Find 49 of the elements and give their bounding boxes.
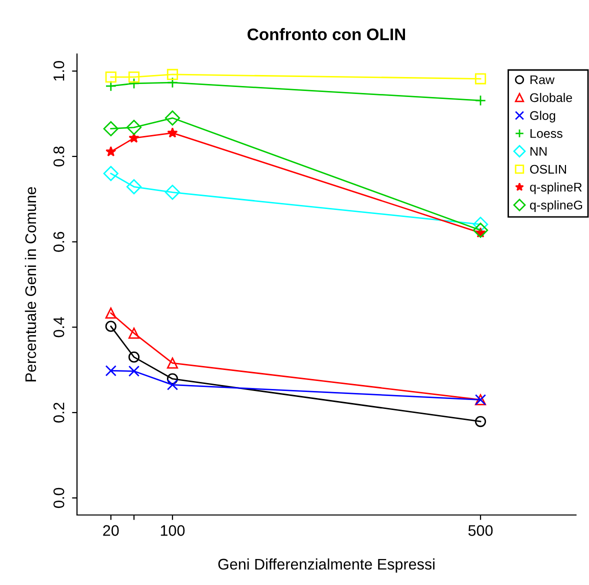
legend-label: Globale (530, 92, 572, 102)
y-tick-label: 0.8 (53, 146, 64, 166)
point (472, 222, 488, 238)
point (105, 80, 116, 92)
y-tick-label: 0.4 (53, 317, 64, 338)
y-axis-title: Percentuale Geni in Comune (24, 187, 36, 382)
point (166, 373, 178, 384)
point (128, 366, 140, 377)
point (126, 120, 142, 135)
point (105, 71, 116, 83)
point (126, 179, 142, 194)
x-tick-label: 20 (103, 525, 119, 536)
point (474, 416, 486, 428)
legend-label: NN (530, 147, 547, 156)
point (105, 308, 116, 319)
x-tick-label: 500 (468, 525, 493, 536)
legend-label: OSLIN (530, 164, 566, 174)
y-tick-label: 0.2 (53, 402, 64, 423)
point (128, 132, 140, 143)
point (166, 379, 178, 390)
y-tick-label: 0.6 (53, 232, 64, 252)
point (105, 365, 116, 376)
x-axis-title: Geni Differenzialmente Espressi (218, 558, 434, 573)
y-tick-label: 0.0 (53, 488, 64, 508)
point (164, 184, 180, 200)
point (167, 127, 178, 138)
point (128, 328, 140, 339)
legend-label: Glog (530, 110, 556, 122)
chart-title: Confronto con OLIN (248, 28, 405, 40)
legend-label: Loess (530, 129, 562, 138)
point (105, 320, 116, 332)
point (106, 146, 116, 156)
legend-label: q-splineR (530, 182, 582, 194)
point (103, 121, 118, 136)
x-tick-label: 100 (160, 525, 185, 536)
point (474, 94, 486, 106)
point (103, 166, 118, 182)
point (166, 68, 178, 80)
y-tick-label: 1.0 (53, 61, 64, 81)
point (166, 77, 178, 88)
point (128, 352, 140, 363)
point (128, 71, 140, 83)
point (472, 216, 488, 232)
point (474, 73, 486, 84)
point (128, 78, 140, 90)
point (166, 357, 178, 369)
point (164, 110, 180, 126)
legend-label: Raw (530, 75, 555, 84)
legend-label: q-splineG (530, 200, 582, 212)
